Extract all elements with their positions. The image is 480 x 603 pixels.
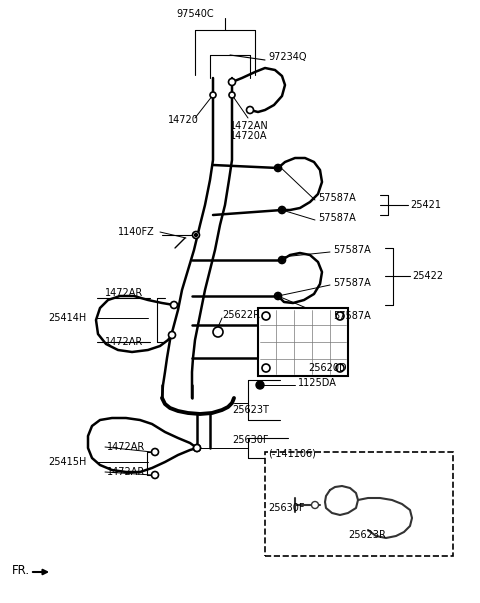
Circle shape: [193, 444, 201, 452]
Text: 1472AR: 1472AR: [105, 337, 143, 347]
Text: 25422: 25422: [412, 271, 443, 281]
Circle shape: [170, 302, 178, 309]
Circle shape: [247, 107, 253, 113]
Text: 25623T: 25623T: [232, 405, 269, 415]
Text: 97540C: 97540C: [176, 9, 214, 19]
Text: 25620D: 25620D: [308, 363, 347, 373]
Circle shape: [228, 78, 236, 86]
Circle shape: [276, 165, 280, 171]
Circle shape: [210, 92, 216, 98]
Text: 14720: 14720: [168, 115, 199, 125]
Circle shape: [256, 381, 264, 389]
Circle shape: [213, 327, 223, 337]
Text: FR.: FR.: [12, 564, 30, 578]
Circle shape: [275, 292, 281, 300]
Text: 25623R: 25623R: [348, 530, 386, 540]
Circle shape: [275, 165, 281, 171]
Bar: [258, 308, 348, 376]
Circle shape: [194, 233, 197, 236]
Circle shape: [278, 206, 286, 213]
Text: 25414H: 25414H: [48, 313, 86, 323]
Text: 1140FZ: 1140FZ: [118, 227, 155, 237]
Text: 57587A: 57587A: [333, 245, 371, 255]
Text: 1125DA: 1125DA: [298, 378, 337, 388]
Circle shape: [229, 92, 235, 98]
Text: 1472AR: 1472AR: [107, 442, 145, 452]
Text: 25622R: 25622R: [222, 310, 260, 320]
Text: 1472AR: 1472AR: [105, 288, 143, 298]
Bar: [265, 452, 453, 556]
Circle shape: [336, 364, 344, 372]
Circle shape: [262, 364, 270, 372]
Circle shape: [168, 332, 176, 338]
Text: 1472AR: 1472AR: [107, 467, 145, 477]
Circle shape: [262, 312, 270, 320]
Circle shape: [312, 502, 319, 508]
Circle shape: [278, 256, 286, 264]
Circle shape: [279, 257, 285, 262]
Circle shape: [336, 312, 344, 320]
Text: 25415H: 25415H: [48, 457, 86, 467]
Text: 57587A: 57587A: [318, 213, 356, 223]
Circle shape: [152, 449, 158, 455]
Text: 57587A: 57587A: [333, 311, 371, 321]
Circle shape: [193, 444, 201, 452]
Text: 25630F: 25630F: [268, 503, 304, 513]
Text: 25630F: 25630F: [232, 435, 268, 445]
Text: (-141106): (-141106): [268, 448, 316, 458]
Text: 14720A: 14720A: [230, 131, 267, 141]
Circle shape: [276, 294, 280, 298]
Text: 25421: 25421: [410, 200, 441, 210]
Circle shape: [279, 207, 285, 212]
Text: 97234Q: 97234Q: [268, 52, 307, 62]
Circle shape: [192, 232, 200, 239]
Text: 1472AN: 1472AN: [230, 121, 269, 131]
Circle shape: [152, 472, 158, 479]
Text: 57587A: 57587A: [333, 278, 371, 288]
Text: 57587A: 57587A: [318, 193, 356, 203]
